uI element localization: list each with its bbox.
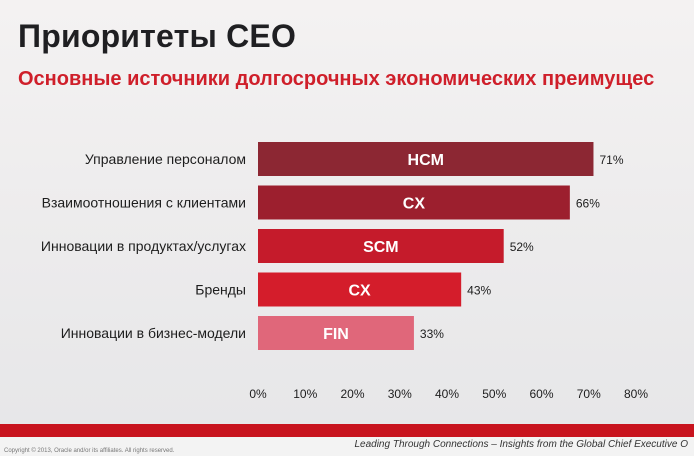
page-title: Приоритеты CEO xyxy=(18,18,297,54)
bar-label: HCM xyxy=(408,152,444,169)
footer-text: Leading Through Connections – Insights f… xyxy=(354,439,688,450)
category-label: Взаимоотношения с клиентами xyxy=(42,195,246,211)
category-label: Инновации в продуктах/услугах xyxy=(41,238,246,254)
bar xyxy=(258,142,594,176)
value-label: 66% xyxy=(576,197,600,211)
x-tick-label: 20% xyxy=(340,387,364,401)
footer-strip xyxy=(0,437,694,456)
bar-chart: Управление персоналом HCM 71% Взаимоотношен… xyxy=(41,142,648,401)
value-label: 33% xyxy=(420,327,444,341)
value-label: 71% xyxy=(599,153,623,167)
bar-label: SCM xyxy=(363,239,399,256)
bar-label: CX xyxy=(348,283,371,300)
x-tick-label: 70% xyxy=(577,387,601,401)
bar xyxy=(258,272,462,307)
value-label: 43% xyxy=(467,284,491,298)
x-tick-label: 40% xyxy=(435,387,459,401)
value-label: 52% xyxy=(510,240,534,254)
x-tick-label: 0% xyxy=(249,387,267,401)
footer-bar xyxy=(0,424,694,437)
category-label: Инновации в бизнес-модели xyxy=(61,325,246,341)
x-tick-label: 10% xyxy=(293,387,317,401)
page-subtitle: Основные источники долгосрочных экономич… xyxy=(18,68,655,90)
bar xyxy=(258,316,414,350)
bar xyxy=(258,229,504,263)
bar xyxy=(258,185,570,220)
x-tick-label: 60% xyxy=(529,387,553,401)
x-tick-label: 50% xyxy=(482,387,506,401)
x-tick-label: 80% xyxy=(624,387,648,401)
bar-label: FIN xyxy=(323,326,349,343)
x-tick-label: 30% xyxy=(388,387,412,401)
bar-label: CX xyxy=(403,196,426,213)
footer-copyright: Copyright © 2013, Oracle and/or its affi… xyxy=(4,448,175,454)
category-label: Управление персоналом xyxy=(85,151,246,167)
category-label: Бренды xyxy=(195,282,246,298)
